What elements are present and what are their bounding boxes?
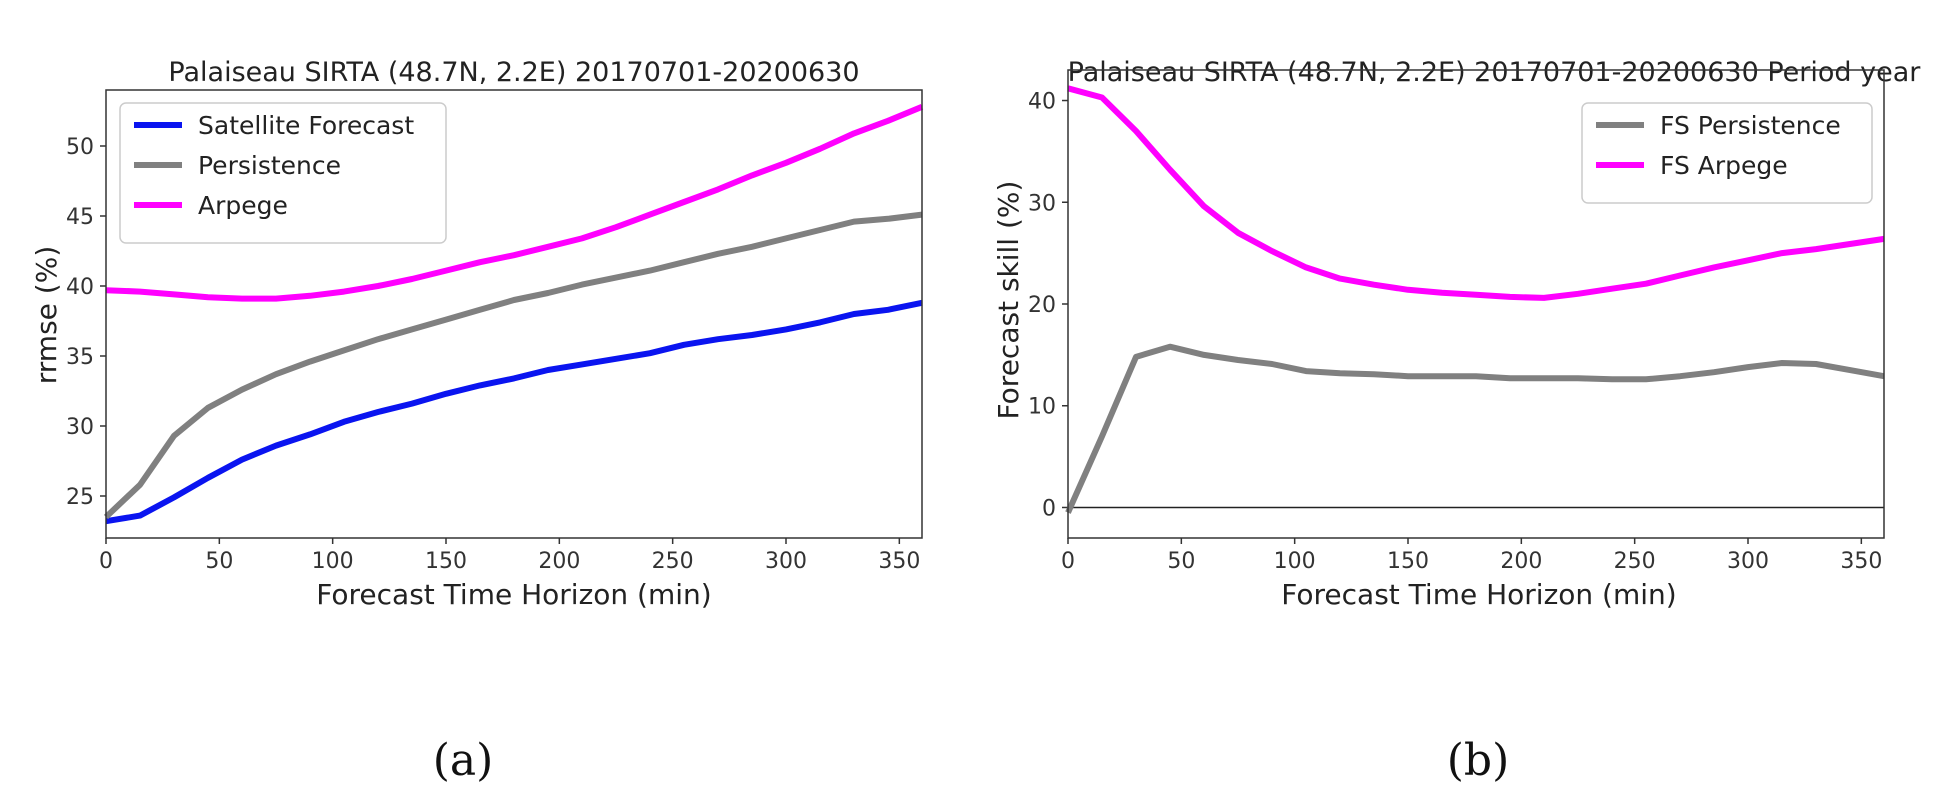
- x-axis-label-b: Forecast Time Horizon (min): [1281, 578, 1676, 611]
- legend-a: Satellite Forecast Persistence Arpege: [119, 102, 447, 244]
- x-tick-label: 150: [425, 549, 467, 574]
- series-line-satellite-forecast: [105, 299, 923, 525]
- legend-box: [1581, 102, 1873, 204]
- legend-box: [119, 102, 447, 244]
- x-tick-label: 250: [1614, 549, 1656, 574]
- plot-frame-b: [1067, 69, 1885, 539]
- series-line-arpege: [105, 104, 924, 302]
- legend-label: Satellite Forecast: [198, 111, 414, 140]
- x-axis-label-a: Forecast Time Horizon (min): [316, 578, 711, 611]
- x-tick-label: 200: [538, 549, 580, 574]
- y-axis-label-b: Forecast skill (%): [992, 181, 1025, 420]
- y-tick-label: 0: [1042, 496, 1056, 521]
- legend-label: Persistence: [198, 151, 341, 180]
- y-tick-label: 30: [66, 415, 94, 440]
- x-tick-label: 250: [652, 549, 694, 574]
- x-tick-label: 50: [1167, 549, 1195, 574]
- y-tick-label: 40: [1028, 90, 1056, 115]
- panel-a: Palaiseau SIRTA (48.7N, 2.2E) 20170701-2…: [30, 57, 924, 786]
- x-tick-label: 200: [1500, 549, 1542, 574]
- y-tick-label: 30: [1028, 191, 1056, 216]
- chart-title-a: Palaiseau SIRTA (48.7N, 2.2E) 20170701-2…: [168, 57, 859, 88]
- x-tick-label: 100: [312, 549, 354, 574]
- legend-b: FS Persistence FS Arpege: [1581, 102, 1873, 204]
- chart-title-b: Palaiseau SIRTA (48.7N, 2.2E) 20170701-2…: [1068, 57, 1922, 88]
- series-line-fs-persistence: [1065, 343, 1885, 514]
- x-tick-label: 0: [1061, 549, 1075, 574]
- y-tick-label: 25: [66, 485, 94, 510]
- x-tick-label: 0: [99, 549, 113, 574]
- y-tick-label: 40: [66, 275, 94, 300]
- series-line-fs-arpege: [1067, 85, 1885, 301]
- panel-label-b: (b): [1447, 735, 1510, 786]
- x-tick-label: 150: [1387, 549, 1429, 574]
- legend-label: FS Persistence: [1660, 111, 1841, 140]
- x-tick-label: 50: [205, 549, 233, 574]
- panel-label-a: (a): [433, 735, 494, 786]
- x-tick-label: 300: [1727, 549, 1769, 574]
- legend-label: FS Arpege: [1660, 151, 1788, 180]
- series-line-persistence: [103, 211, 923, 520]
- y-tick-label: 45: [66, 205, 94, 230]
- y-tick-label: 20: [1028, 293, 1056, 318]
- plot-frame-a: [105, 89, 923, 539]
- panel-b: Palaiseau SIRTA (48.7N, 2.2E) 20170701-2…: [992, 57, 1921, 786]
- y-tick-label: 50: [66, 135, 94, 160]
- x-tick-label: 300: [765, 549, 807, 574]
- y-tick-label: 10: [1028, 395, 1056, 420]
- x-tick-label: 100: [1274, 549, 1316, 574]
- y-tick-label: 35: [66, 345, 94, 370]
- y-axis-label-a: rrmse (%): [30, 246, 63, 384]
- x-tick-label: 350: [878, 549, 920, 574]
- x-tick-label: 350: [1840, 549, 1882, 574]
- legend-label: Arpege: [198, 191, 288, 220]
